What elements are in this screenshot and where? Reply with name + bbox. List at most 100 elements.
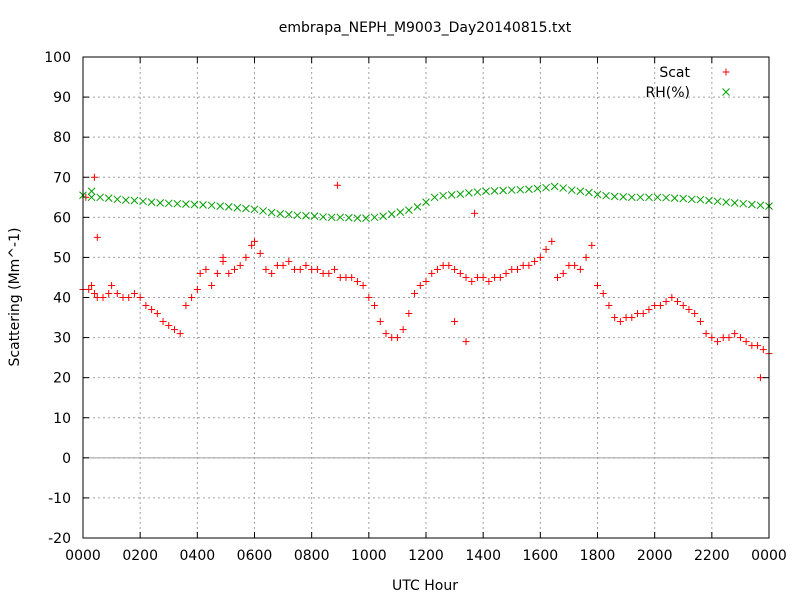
data-point: [371, 302, 379, 310]
data-point: [207, 201, 216, 210]
data-point: [262, 265, 270, 273]
data-layer: [79, 173, 773, 382]
data-point: [479, 273, 487, 281]
x-axis-ticks: 0000 0200 0400 0600 0800 1000 1200 1400 1600 1800…: [65, 57, 787, 564]
data-point: [93, 233, 101, 241]
data-point: [696, 318, 704, 326]
data-point: [219, 253, 227, 261]
data-point: [302, 261, 310, 269]
data-point: [533, 184, 542, 193]
data-point: [756, 201, 765, 210]
x-tick-label: 1000: [351, 548, 387, 564]
data-point: [104, 194, 113, 202]
data-point: [196, 269, 204, 277]
data-point: [571, 261, 579, 269]
y-axis-label: Scattering (Mm^-1): [7, 228, 23, 367]
data-point: [619, 193, 628, 201]
x-axis-label: UTC Hour: [392, 578, 458, 594]
x-tick-label: 0400: [180, 548, 216, 564]
data-point: [687, 195, 696, 204]
data-point: [536, 253, 544, 261]
data-point: [605, 302, 613, 310]
data-point: [439, 191, 448, 200]
data-point: [602, 191, 610, 200]
y-tick-label: 50: [53, 250, 71, 266]
data-point: [708, 334, 716, 342]
data-point: [248, 241, 256, 249]
x-tick-label: 1600: [523, 548, 559, 564]
x-tick-label: 0800: [294, 548, 330, 564]
data-point: [702, 330, 710, 338]
data-point: [159, 318, 167, 326]
data-point: [250, 205, 259, 214]
data-point: [731, 330, 739, 338]
data-point: [739, 199, 748, 208]
data-point: [599, 289, 607, 297]
data-point: [336, 213, 345, 222]
y-tick-label: 30: [53, 331, 71, 347]
data-point: [705, 196, 713, 205]
data-point: [433, 265, 441, 273]
data-point: [594, 281, 601, 289]
data-point: [496, 273, 504, 281]
data-point: [376, 318, 384, 326]
data-point: [125, 294, 133, 301]
data-point: [382, 330, 390, 338]
series-scat: [79, 173, 773, 382]
data-point: [645, 193, 653, 202]
data-point: [550, 182, 559, 191]
data-point: [113, 289, 121, 297]
y-tick-label: -10: [48, 491, 71, 507]
data-point: [285, 257, 293, 265]
data-point: [747, 200, 756, 209]
data-point: [353, 277, 361, 285]
data-point: [193, 285, 201, 293]
y-tick-label: 0: [62, 451, 71, 467]
data-point: [313, 265, 321, 273]
data-point: [422, 198, 430, 206]
data-point: [353, 214, 362, 222]
y-tick-label: 40: [53, 291, 71, 307]
data-point: [754, 342, 762, 350]
data-point: [284, 210, 293, 219]
data-point: [224, 203, 233, 211]
data-point: [456, 190, 465, 198]
legend-marker-rh: [722, 88, 730, 96]
data-point: [411, 289, 419, 297]
y-tick-label: 60: [53, 210, 71, 226]
x-tick-label: 2200: [694, 548, 730, 564]
data-point: [451, 265, 459, 273]
data-point: [413, 203, 422, 211]
data-point: [639, 310, 647, 318]
data-point: [685, 306, 693, 314]
data-point: [422, 277, 430, 285]
data-point: [756, 374, 764, 382]
data-point: [696, 195, 705, 204]
data-point: [662, 193, 670, 202]
legend: Scat RH(%): [646, 65, 730, 101]
grid: [83, 57, 769, 538]
data-point: [585, 188, 593, 197]
data-point: [199, 201, 207, 209]
data-point: [567, 186, 576, 194]
data-point: [276, 209, 285, 218]
data-point: [593, 190, 602, 199]
data-point: [190, 200, 199, 209]
data-point: [293, 211, 302, 220]
data-point: [668, 294, 676, 301]
y-tick-label: 20: [53, 371, 71, 387]
data-point: [610, 192, 619, 201]
x-tick-label: 1200: [408, 548, 444, 564]
legend-label-scat: Scat: [659, 65, 690, 81]
data-point: [525, 261, 533, 269]
y-axis-ticks: -20 -10 0 10 20 30 40 50 60 70 80 90 100: [44, 50, 769, 547]
data-point: [310, 212, 319, 220]
data-point: [636, 193, 645, 202]
chart-title: embrapa_NEPH_M9003_Day20140815.txt: [279, 20, 572, 36]
data-point: [182, 200, 190, 208]
legend-marker-glyph: [722, 68, 730, 76]
data-point: [674, 298, 682, 306]
data-point: [176, 330, 184, 338]
data-point: [582, 253, 590, 261]
data-point: [90, 173, 98, 181]
